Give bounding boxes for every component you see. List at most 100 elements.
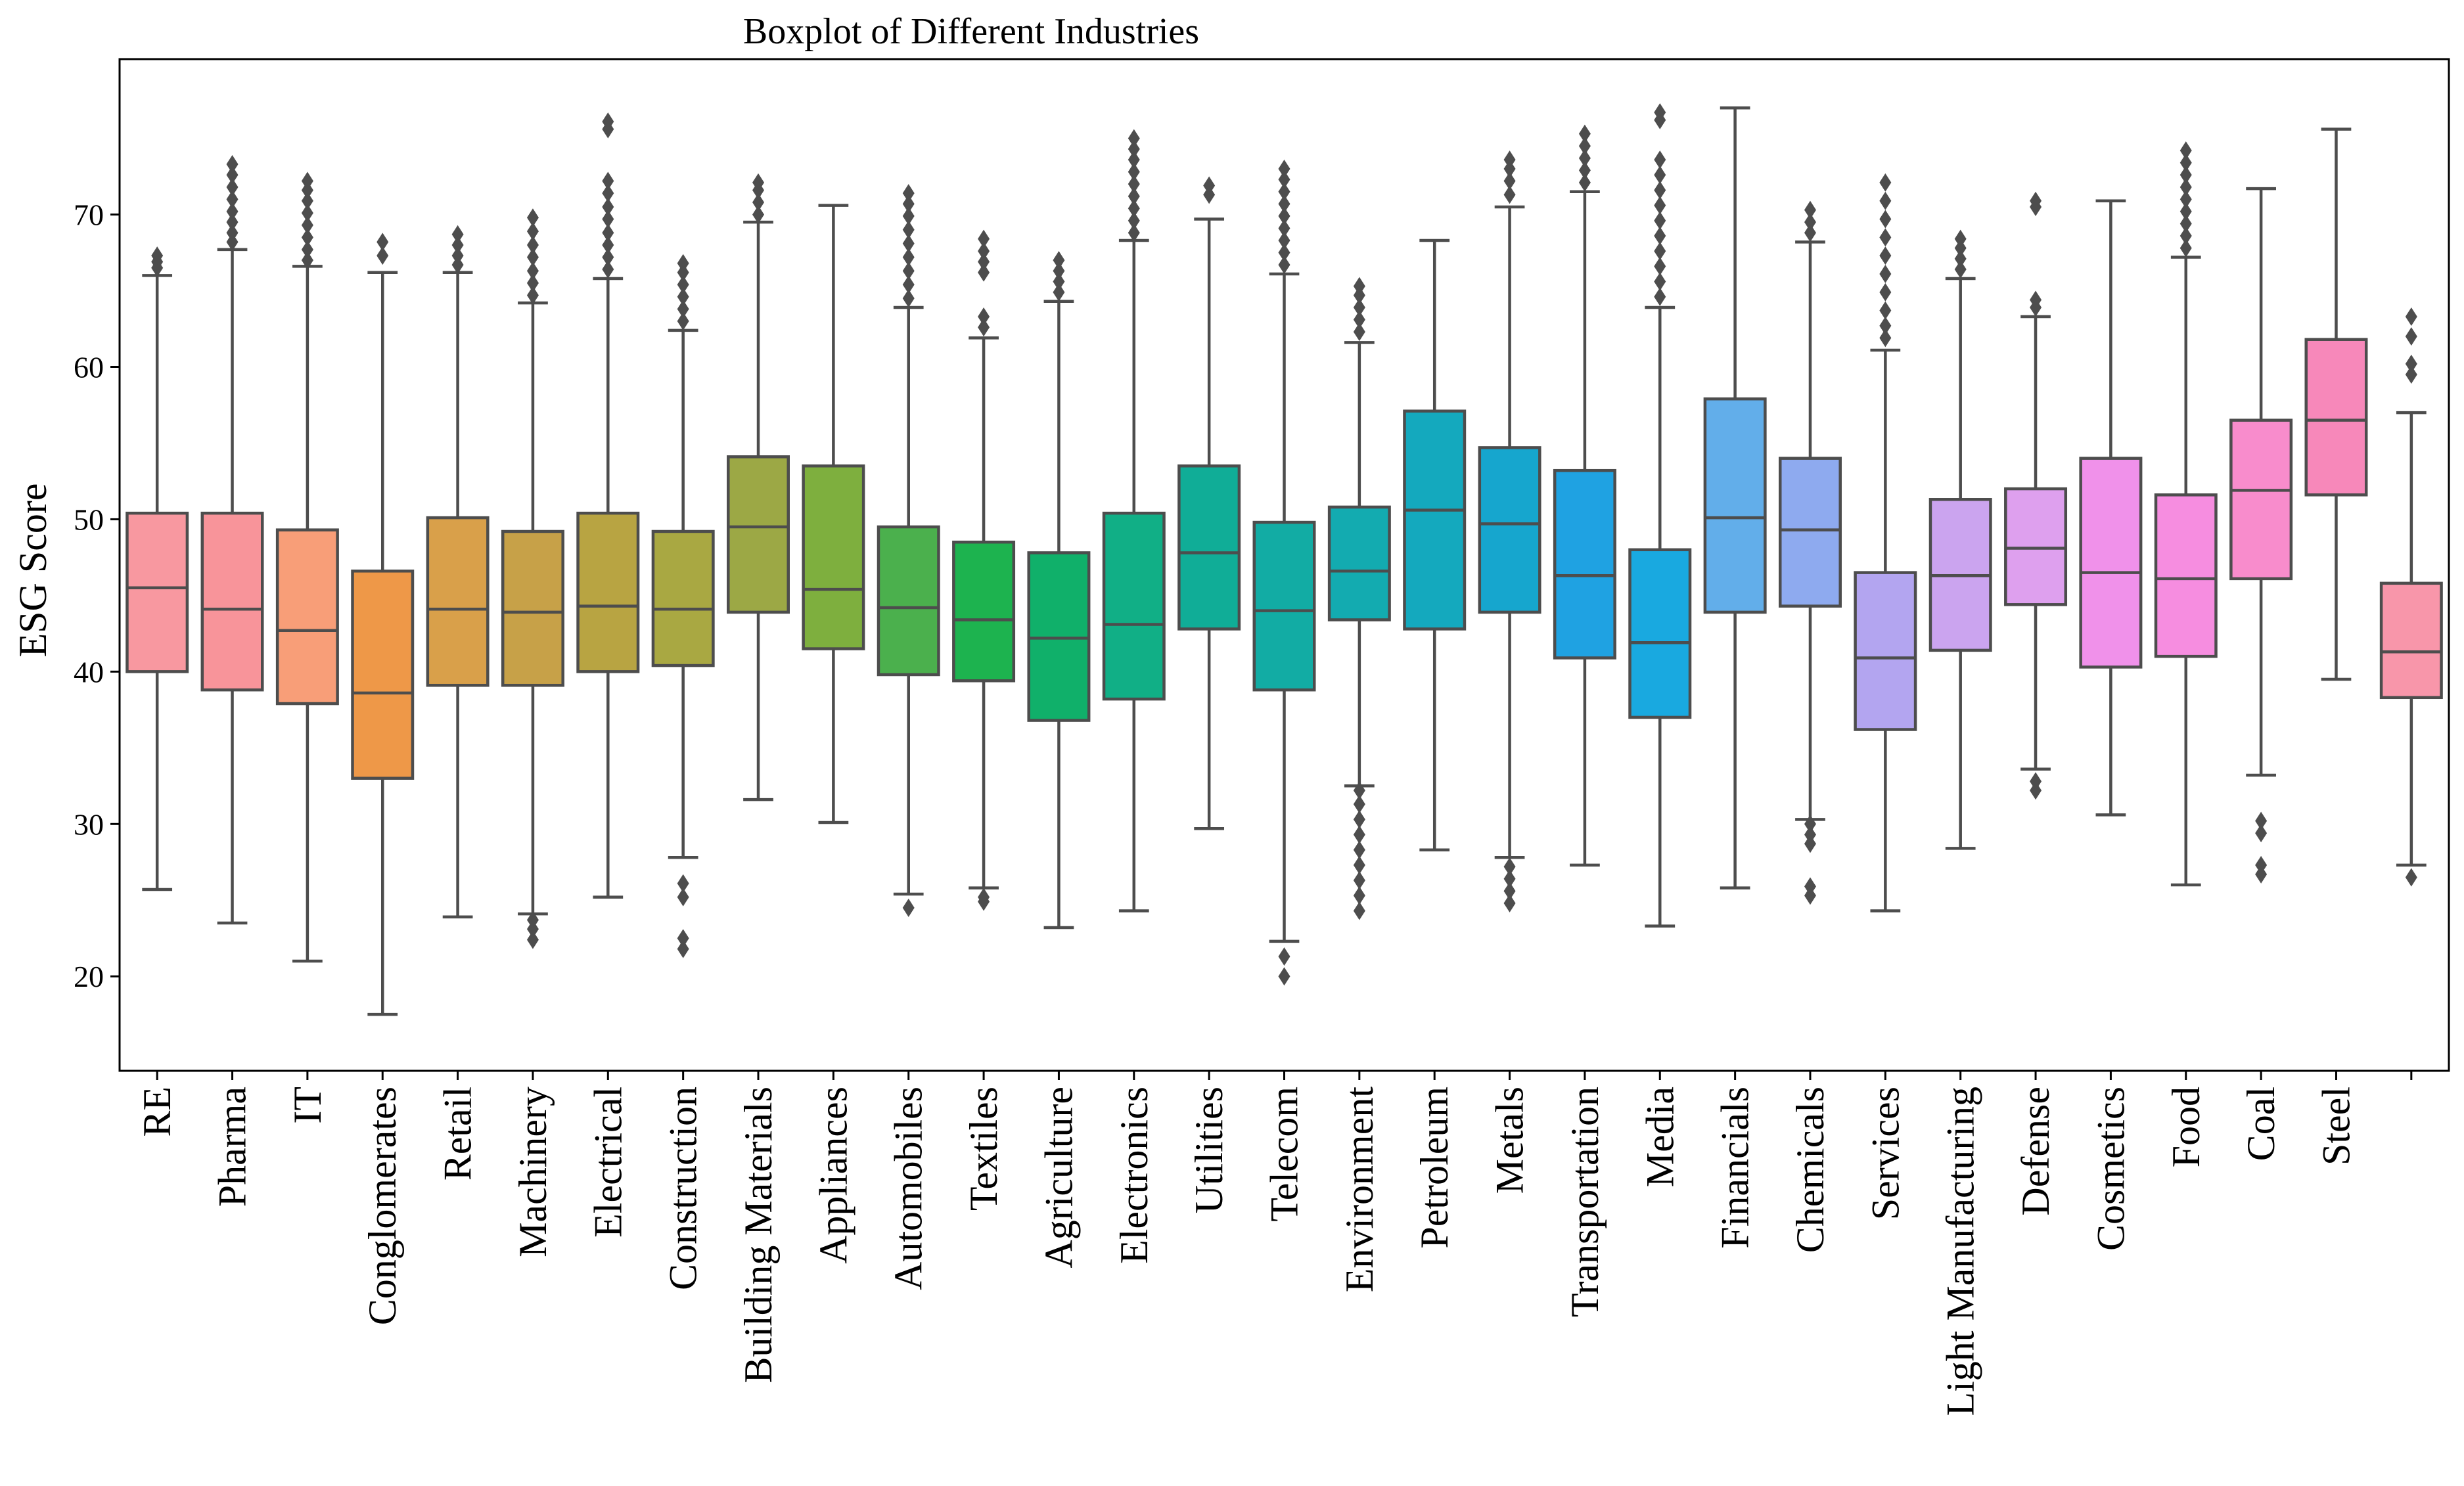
iqr-box [2379, 581, 2443, 700]
x-tick-label-pharma: Pharma [211, 1087, 254, 1207]
outlier-marker [1654, 257, 1666, 276]
x-tick-label-transportation: Transportation [1563, 1087, 1607, 1317]
outlier-marker [1353, 310, 1365, 329]
outlier-marker [752, 173, 765, 192]
x-tick-label-building-materials: Building Materials [737, 1087, 780, 1384]
x-tick-label-electronics: Electronics [1112, 1087, 1156, 1264]
outlier-marker [2030, 290, 2042, 309]
outlier-marker [526, 261, 539, 281]
outlier-marker [1128, 211, 1140, 230]
outlier-marker [1353, 886, 1365, 905]
outlier-marker [978, 888, 990, 907]
outlier-marker [151, 246, 164, 265]
outlier-marker [1128, 223, 1140, 242]
iqr-box [802, 464, 865, 650]
outlier-marker [677, 275, 689, 294]
outlier-marker [1353, 323, 1365, 342]
outlier-marker [526, 208, 539, 227]
outlier-marker [1203, 176, 1216, 195]
outlier-marker [2405, 307, 2417, 326]
x-tick-label-defense: Defense [2014, 1087, 2057, 1216]
outlier-marker [902, 289, 915, 308]
outlier-marker [1128, 175, 1140, 194]
box-11-automobiles [877, 184, 940, 917]
iqr-box [351, 570, 415, 780]
outlier-marker [902, 194, 915, 214]
outlier-marker [1578, 161, 1591, 180]
outlier-marker [1278, 256, 1290, 275]
outlier-marker [1278, 947, 1290, 966]
outlier-marker [226, 166, 239, 185]
outlier-marker [2179, 153, 2192, 172]
outlier-marker [1654, 150, 1666, 169]
outlier-marker [1503, 893, 1516, 912]
box-18-petroleum [1403, 238, 1467, 851]
outlier-marker [1954, 249, 1967, 268]
outlier-marker [376, 246, 389, 265]
outlier-marker [1503, 857, 1516, 876]
iqr-box [952, 540, 1016, 683]
outlier-marker [602, 210, 614, 229]
outlier-marker [602, 184, 614, 203]
outlier-marker [1353, 840, 1365, 859]
x-tick-label-environment: Environment [1338, 1087, 1381, 1293]
outlier-marker [1353, 901, 1365, 920]
outlier-marker [1879, 328, 1892, 348]
outlier-marker [1128, 129, 1140, 148]
box-28-food [2154, 141, 2218, 887]
outlier-marker [1503, 882, 1516, 901]
outlier-marker [226, 202, 239, 221]
outlier-marker [902, 275, 915, 294]
outlier-marker [1654, 287, 1666, 306]
outlier-marker [1503, 185, 1516, 204]
outlier-marker [226, 155, 239, 174]
y-tick-label-40: 40 [74, 655, 104, 688]
y-tick-label-20: 20 [74, 960, 104, 993]
outlier-marker [1128, 150, 1140, 169]
x-tick-label-automobiles: Automobiles [887, 1087, 930, 1290]
x-tick-label-appliances: Appliances [811, 1087, 855, 1264]
iqr-box [727, 455, 790, 614]
x-tick-label-utilities: Utilities [1187, 1087, 1231, 1213]
outlier-marker [1879, 316, 1892, 335]
box-21-media [1628, 103, 1692, 928]
x-tick-label-construction: Construction [662, 1087, 705, 1290]
outlier-marker [677, 874, 689, 893]
x-tick-label-electrical: Electrical [586, 1087, 629, 1238]
outlier-marker [1804, 877, 1816, 896]
box-29-coal [2229, 187, 2293, 884]
x-tick-label-media: Media [1638, 1087, 1681, 1187]
outlier-marker [2030, 191, 2042, 210]
box-4-conglomerates [351, 233, 415, 1016]
outlier-marker [1804, 223, 1816, 242]
outlier-marker [226, 213, 239, 232]
x-tick-label-financials: Financials [1714, 1087, 1757, 1249]
outlier-marker [526, 222, 539, 241]
outlier-marker [2255, 824, 2268, 843]
box-15-utilities [1177, 176, 1241, 830]
iqr-box [501, 529, 564, 687]
outlier-marker [1654, 196, 1666, 215]
outlier-marker [978, 242, 990, 261]
outlier-marker [902, 184, 915, 203]
box-7-electrical [576, 112, 640, 899]
outlier-marker [2405, 868, 2417, 887]
x-tick-label-agriculture: Agriculture [1037, 1087, 1080, 1269]
outlier-marker [1053, 282, 1065, 302]
outlier-marker [2405, 365, 2417, 384]
outlier-marker [1804, 200, 1816, 219]
outlier-marker [526, 248, 539, 267]
outlier-marker [1879, 265, 1892, 284]
box-5-retail [426, 225, 490, 919]
iqr-box [1403, 409, 1467, 631]
outlier-marker [1353, 781, 1365, 800]
outlier-marker [2179, 214, 2192, 233]
outlier-marker [301, 251, 313, 270]
iqr-box [2004, 487, 2068, 606]
outlier-marker [1578, 148, 1591, 168]
outlier-marker [1278, 194, 1290, 214]
outlier-marker [1503, 150, 1516, 169]
outlier-marker [1128, 162, 1140, 181]
iqr-box [2079, 457, 2143, 669]
